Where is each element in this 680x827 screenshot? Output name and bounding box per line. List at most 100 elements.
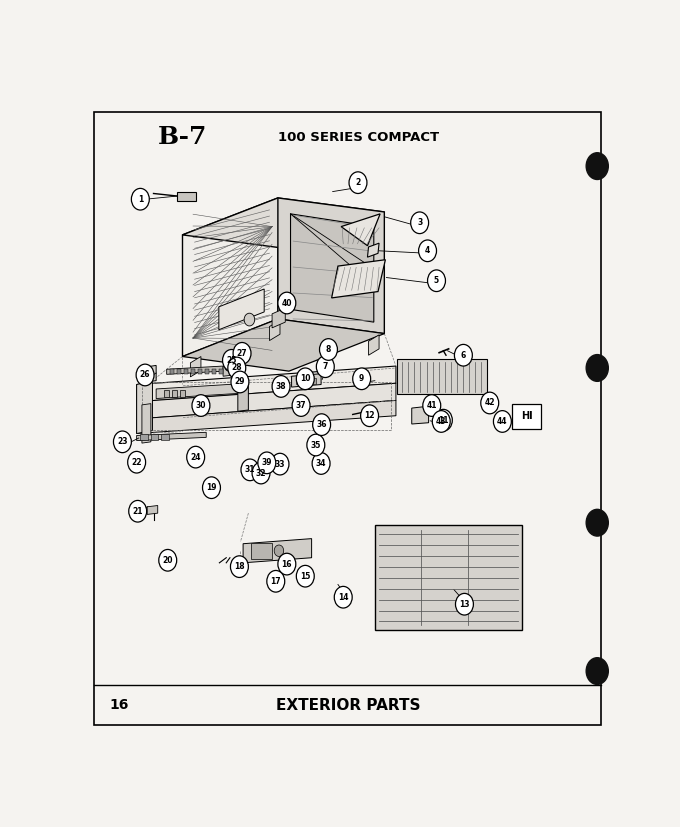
Text: 34: 34 [316, 459, 326, 468]
Polygon shape [156, 384, 238, 399]
Polygon shape [137, 366, 396, 402]
Text: 31: 31 [245, 466, 255, 475]
Circle shape [187, 447, 205, 468]
Circle shape [428, 270, 445, 292]
Polygon shape [332, 260, 386, 298]
Polygon shape [292, 374, 321, 387]
Bar [512, 404, 541, 429]
Polygon shape [341, 214, 380, 246]
Circle shape [114, 431, 131, 452]
Bar [172, 390, 177, 397]
Polygon shape [137, 400, 396, 433]
Text: 8: 8 [326, 345, 331, 354]
Circle shape [586, 355, 609, 381]
Text: 26: 26 [140, 370, 150, 380]
Polygon shape [369, 335, 379, 356]
Text: 9: 9 [359, 375, 364, 383]
Bar [375, 525, 522, 630]
Text: 5: 5 [434, 276, 439, 285]
Bar [180, 390, 185, 397]
Text: 22: 22 [131, 457, 142, 466]
Circle shape [296, 368, 314, 390]
Circle shape [274, 545, 284, 557]
Polygon shape [412, 406, 428, 424]
Text: 29: 29 [235, 377, 245, 386]
Circle shape [233, 342, 251, 364]
Text: 27: 27 [237, 349, 248, 358]
Text: 18: 18 [234, 562, 245, 571]
Text: 21: 21 [133, 507, 143, 516]
Circle shape [456, 594, 473, 615]
Circle shape [203, 477, 220, 499]
Circle shape [335, 586, 352, 608]
Text: 44: 44 [497, 417, 508, 426]
Circle shape [271, 453, 289, 475]
Text: 10: 10 [300, 375, 311, 383]
Bar [171, 369, 174, 374]
Text: HI: HI [521, 411, 532, 422]
Bar [301, 377, 305, 384]
Text: 36: 36 [316, 420, 327, 429]
Text: 14: 14 [338, 593, 348, 602]
Text: 13: 13 [459, 600, 470, 609]
Polygon shape [182, 198, 278, 356]
Bar [205, 369, 209, 374]
Text: 3: 3 [417, 218, 422, 227]
Bar [307, 377, 311, 384]
Polygon shape [182, 319, 384, 371]
Circle shape [586, 509, 609, 536]
Text: 24: 24 [190, 452, 201, 461]
Polygon shape [137, 380, 152, 433]
Text: 33: 33 [275, 460, 285, 469]
Circle shape [586, 657, 609, 685]
Circle shape [231, 556, 248, 577]
Polygon shape [137, 383, 396, 419]
Polygon shape [243, 538, 311, 563]
Text: 38: 38 [275, 382, 286, 391]
Text: B-7: B-7 [158, 126, 207, 150]
Polygon shape [137, 433, 206, 441]
Circle shape [313, 414, 330, 436]
Circle shape [258, 452, 276, 474]
Circle shape [244, 313, 255, 326]
Circle shape [349, 172, 367, 194]
Text: 20: 20 [163, 556, 173, 565]
Circle shape [494, 411, 511, 433]
Circle shape [481, 392, 498, 414]
Bar [311, 377, 316, 384]
Text: 2: 2 [356, 178, 360, 187]
Bar [184, 369, 188, 374]
Circle shape [320, 339, 337, 361]
Polygon shape [219, 289, 264, 330]
Circle shape [296, 566, 314, 587]
Circle shape [231, 371, 249, 393]
Polygon shape [160, 556, 168, 563]
Polygon shape [367, 243, 379, 257]
Text: 11: 11 [438, 416, 449, 425]
Text: 41: 41 [426, 401, 437, 410]
Text: 100 SERIES COMPACT: 100 SERIES COMPACT [279, 131, 439, 144]
Text: 28: 28 [231, 363, 242, 372]
Circle shape [252, 462, 270, 484]
Bar [164, 390, 169, 397]
Bar [212, 369, 216, 374]
Polygon shape [177, 192, 196, 201]
Circle shape [312, 452, 330, 475]
Text: 30: 30 [196, 401, 206, 410]
Circle shape [267, 571, 285, 592]
Circle shape [278, 292, 296, 313]
Bar [220, 369, 223, 374]
Circle shape [222, 350, 241, 371]
Text: 19: 19 [206, 483, 217, 492]
Polygon shape [190, 356, 201, 377]
Circle shape [192, 394, 210, 416]
Bar [161, 434, 169, 440]
Circle shape [423, 394, 441, 416]
Text: 4: 4 [425, 246, 430, 256]
Circle shape [158, 549, 177, 571]
Polygon shape [139, 366, 156, 383]
Circle shape [292, 394, 310, 416]
Text: 37: 37 [296, 401, 307, 410]
Circle shape [136, 364, 154, 386]
Text: 25: 25 [226, 356, 237, 365]
